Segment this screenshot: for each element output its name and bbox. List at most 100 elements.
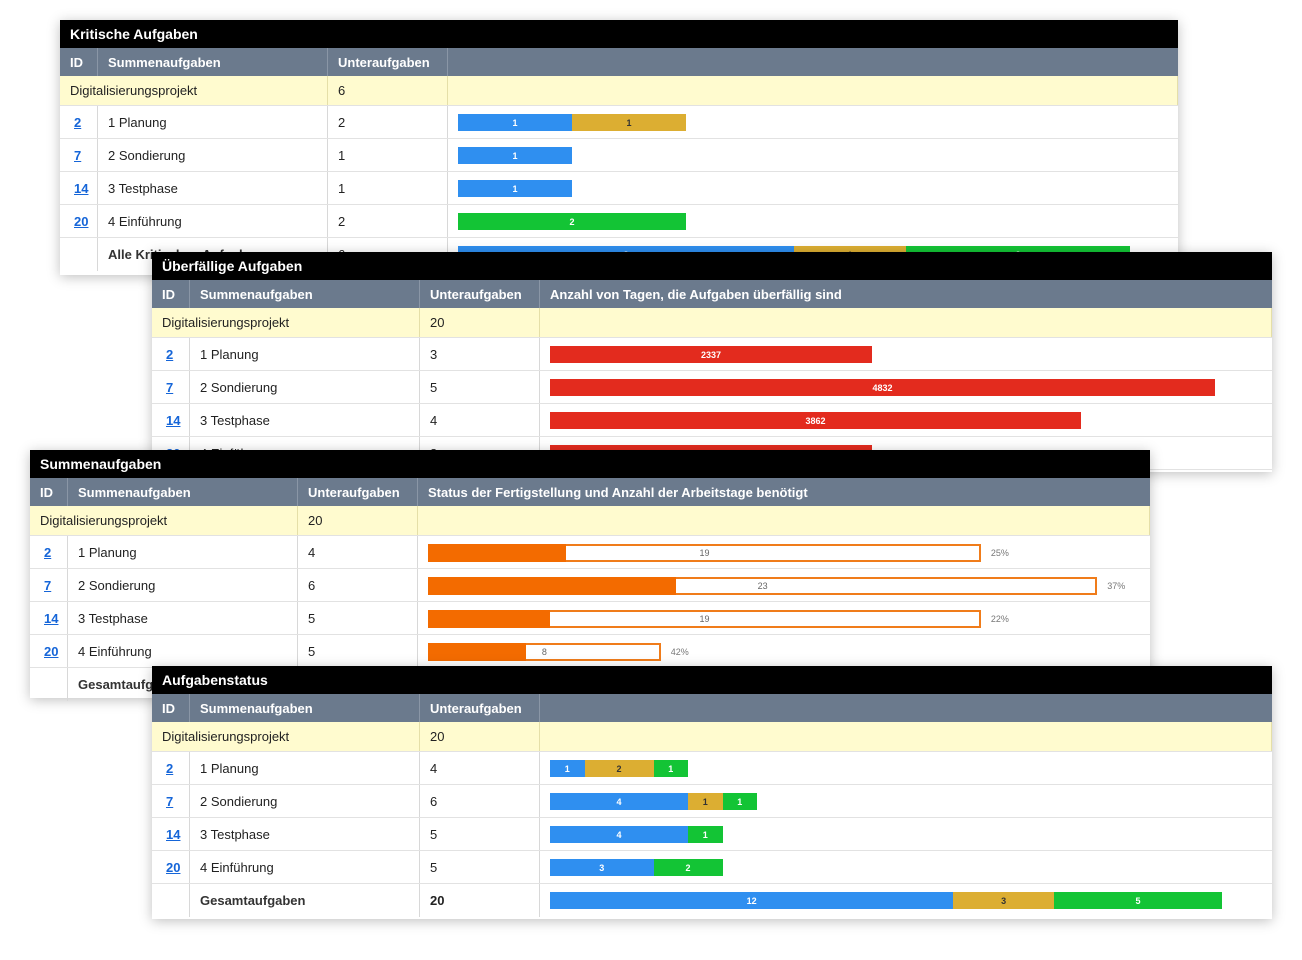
project-name: Digitalisierungsprojekt: [152, 308, 420, 337]
task-name: 2 Sondierung: [190, 371, 420, 403]
overdue-bar: 2337: [550, 346, 872, 363]
project-chart: [418, 506, 1150, 535]
id-cell: 7: [30, 569, 68, 601]
task-name: 4 Einführung: [190, 851, 420, 883]
header-id: ID: [60, 48, 98, 76]
total-id: [60, 238, 98, 271]
id-cell: 7: [152, 371, 190, 403]
total-name: Gesamtaufgaben: [190, 884, 420, 917]
task-id-link[interactable]: 2: [166, 346, 174, 362]
task-name: 3 Testphase: [190, 818, 420, 850]
task-id-link[interactable]: 14: [44, 610, 59, 626]
task-name: 3 Testphase: [68, 602, 298, 634]
project-chart: [448, 76, 1178, 105]
row-chart: 1: [448, 139, 1178, 171]
progress-fill: [428, 544, 566, 562]
task-id-link[interactable]: 7: [166, 379, 174, 395]
id-cell: 2: [30, 536, 68, 568]
id-cell: 2: [152, 338, 190, 370]
task-id-link[interactable]: 20: [74, 213, 89, 229]
task-name: 3 Testphase: [98, 172, 328, 204]
bar-segment-blue: 4: [550, 826, 688, 843]
header-count: Unteraufgaben: [420, 694, 540, 722]
table-row: 14 3 Testphase 5 4 1: [152, 818, 1272, 851]
panel-summary-tasks: Summenaufgaben ID Summenaufgaben Unterau…: [30, 450, 1150, 701]
task-id-link[interactable]: 14: [74, 180, 89, 196]
task-id-link[interactable]: 2: [44, 544, 52, 560]
subtask-count: 6: [298, 569, 418, 601]
panel-title: Aufgabenstatus: [152, 666, 1272, 694]
subtask-count: 5: [420, 371, 540, 403]
project-chart: [540, 722, 1272, 751]
percent-label: 37%: [1107, 581, 1126, 591]
id-cell: 2: [60, 106, 98, 138]
table-header: ID Summenaufgaben Unteraufgaben Anzahl v…: [152, 280, 1272, 308]
row-chart: 2337: [540, 338, 1272, 370]
project-count: 6: [328, 76, 448, 105]
table-row: 7 2 Sondierung 6 23 37%: [30, 569, 1150, 602]
panel-critical-tasks: Kritische Aufgaben ID Summenaufgaben Unt…: [60, 20, 1178, 275]
task-name: 1 Planung: [190, 338, 420, 370]
bar-segment-green: 1: [688, 826, 723, 843]
subtask-count: 1: [328, 172, 448, 204]
panel-overdue-tasks: Überfällige Aufgaben ID Summenaufgaben U…: [152, 252, 1272, 472]
subtask-count: 2: [328, 205, 448, 237]
header-count: Unteraufgaben: [420, 280, 540, 308]
row-chart: 4832: [540, 371, 1272, 403]
row-chart: 3862: [540, 404, 1272, 436]
workdays-label: 19: [699, 614, 710, 624]
row-chart: 19 25%: [418, 536, 1150, 568]
row-chart: 23 37%: [418, 569, 1150, 601]
bar-segment-green: 2: [458, 213, 686, 230]
task-name: 4 Einführung: [98, 205, 328, 237]
task-id-link[interactable]: 20: [44, 643, 59, 659]
task-name: 4 Einführung: [68, 635, 298, 667]
project-chart: [540, 308, 1272, 337]
header-chart: Status der Fertigstellung und Anzahl der…: [428, 484, 808, 500]
task-id-link[interactable]: 2: [166, 760, 174, 776]
task-name: 1 Planung: [98, 106, 328, 138]
id-cell: 7: [152, 785, 190, 817]
table-row: 14 3 Testphase 1 1: [60, 172, 1178, 205]
project-row: Digitalisierungsprojekt 20: [152, 308, 1272, 338]
progress-fill: [428, 610, 550, 628]
progress-fill: [428, 643, 526, 661]
subtask-count: 1: [328, 139, 448, 171]
task-id-link[interactable]: 20: [166, 859, 181, 875]
id-cell: 2: [152, 752, 190, 784]
project-row: Digitalisierungsprojekt 20: [152, 722, 1272, 752]
panel-title: Kritische Aufgaben: [60, 20, 1178, 48]
task-id-link[interactable]: 7: [74, 147, 82, 163]
bar-segment-gold: 3: [953, 892, 1054, 909]
task-name: 2 Sondierung: [68, 569, 298, 601]
task-id-link[interactable]: 14: [166, 412, 181, 428]
project-count: 20: [420, 722, 540, 751]
table-row: 20 4 Einführung 2 2: [60, 205, 1178, 238]
project-name: Digitalisierungsprojekt: [60, 76, 328, 105]
total-id: [152, 884, 190, 917]
task-id-link[interactable]: 14: [166, 826, 181, 842]
bar-segment-gold: 1: [688, 793, 723, 810]
table-row: 20 4 Einführung 5 3 2: [152, 851, 1272, 884]
bar-segment-green: 5: [1054, 892, 1222, 909]
project-count: 20: [420, 308, 540, 337]
bar-segment-green: 1: [653, 760, 688, 777]
percent-label: 42%: [670, 647, 689, 657]
subtask-count: 6: [420, 785, 540, 817]
subtask-count: 5: [420, 818, 540, 850]
table-row: 14 3 Testphase 5 19 22%: [30, 602, 1150, 635]
total-id: [30, 668, 68, 701]
task-id-link[interactable]: 7: [166, 793, 174, 809]
subtask-count: 4: [420, 404, 540, 436]
table-header: ID Summenaufgaben Unteraufgaben: [60, 48, 1178, 76]
task-id-link[interactable]: 7: [44, 577, 52, 593]
subtask-count: 5: [298, 602, 418, 634]
task-id-link[interactable]: 2: [74, 114, 82, 130]
table-row: 20 4 Einführung 5 8 42%: [30, 635, 1150, 668]
